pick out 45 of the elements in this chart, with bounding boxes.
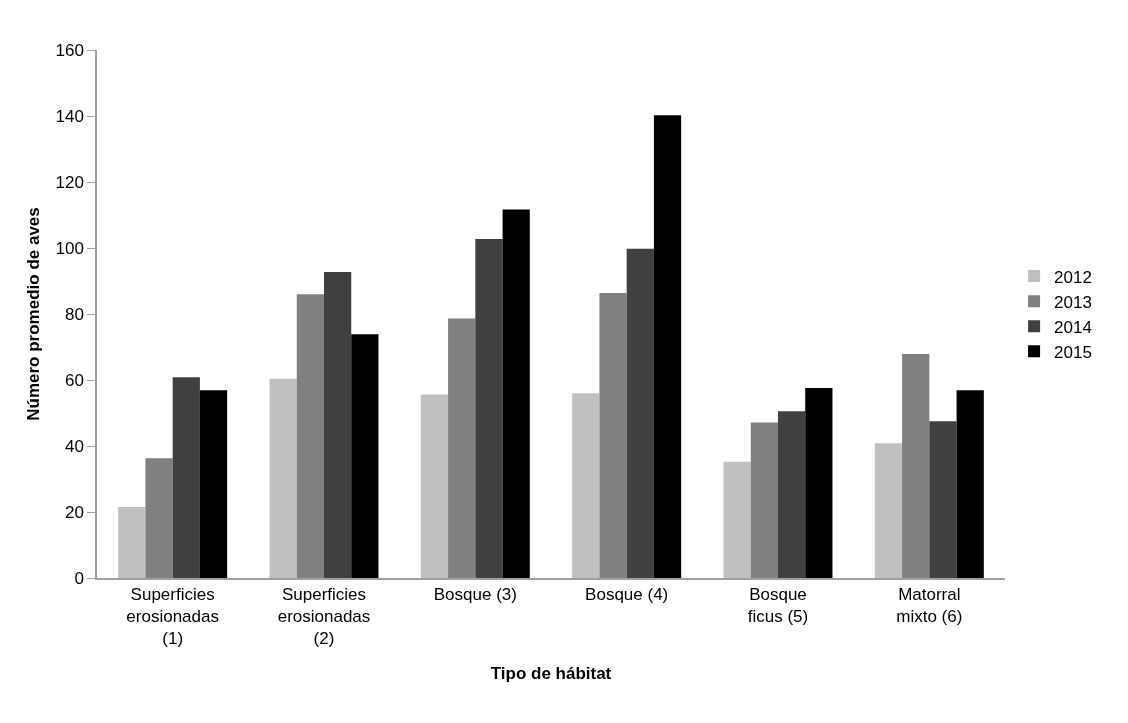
bar	[929, 421, 957, 578]
bar	[172, 377, 200, 578]
x-tick-label: Bosque (3)	[433, 585, 517, 605]
bar	[874, 443, 903, 578]
legend-label: 2012	[1054, 267, 1092, 287]
x-axis-title: Tipo de hábitat	[490, 664, 612, 684]
x-tick-label: Bosque (4)	[585, 585, 669, 605]
bar	[145, 458, 173, 578]
x-tick-label: Bosque ficus (5)	[747, 585, 809, 627]
y-tick-label: 120	[55, 172, 84, 192]
y-tick-label: 140	[55, 106, 84, 126]
bar	[448, 318, 476, 578]
y-tick-label: 20	[64, 502, 84, 522]
bar	[199, 390, 228, 578]
bar	[296, 294, 324, 578]
legend-label: 2013	[1054, 292, 1092, 312]
bar	[475, 239, 503, 578]
y-tick-label: 60	[64, 370, 84, 390]
bar	[626, 248, 654, 578]
bar	[750, 422, 778, 578]
bar	[653, 115, 682, 578]
bar	[420, 394, 449, 578]
x-tick-label: Matorral mixto (6)	[896, 585, 963, 627]
y-tick-label: 40	[64, 436, 84, 456]
y-tick-label: 0	[74, 568, 84, 588]
y-tick-label: 160	[55, 40, 84, 60]
bar	[502, 209, 530, 578]
bar	[572, 393, 600, 578]
bar	[599, 292, 627, 578]
legend-label: 2015	[1054, 342, 1092, 362]
bar	[269, 378, 297, 578]
y-tick-label: 100	[55, 238, 84, 258]
bar	[351, 334, 379, 578]
y-axis-title: Número promedio de aves	[23, 207, 43, 421]
bar	[118, 507, 146, 578]
x-tick-label: Superficies erosionadas (2)	[277, 585, 371, 649]
bar	[805, 387, 833, 578]
bar	[956, 390, 984, 578]
bar	[324, 272, 352, 578]
bar	[723, 461, 751, 578]
bar	[902, 353, 930, 578]
x-tick-label: Superficies erosionadas (1)	[126, 585, 219, 649]
y-tick-label: 80	[64, 304, 84, 324]
legend-label: 2014	[1054, 317, 1092, 337]
bar	[778, 411, 806, 578]
